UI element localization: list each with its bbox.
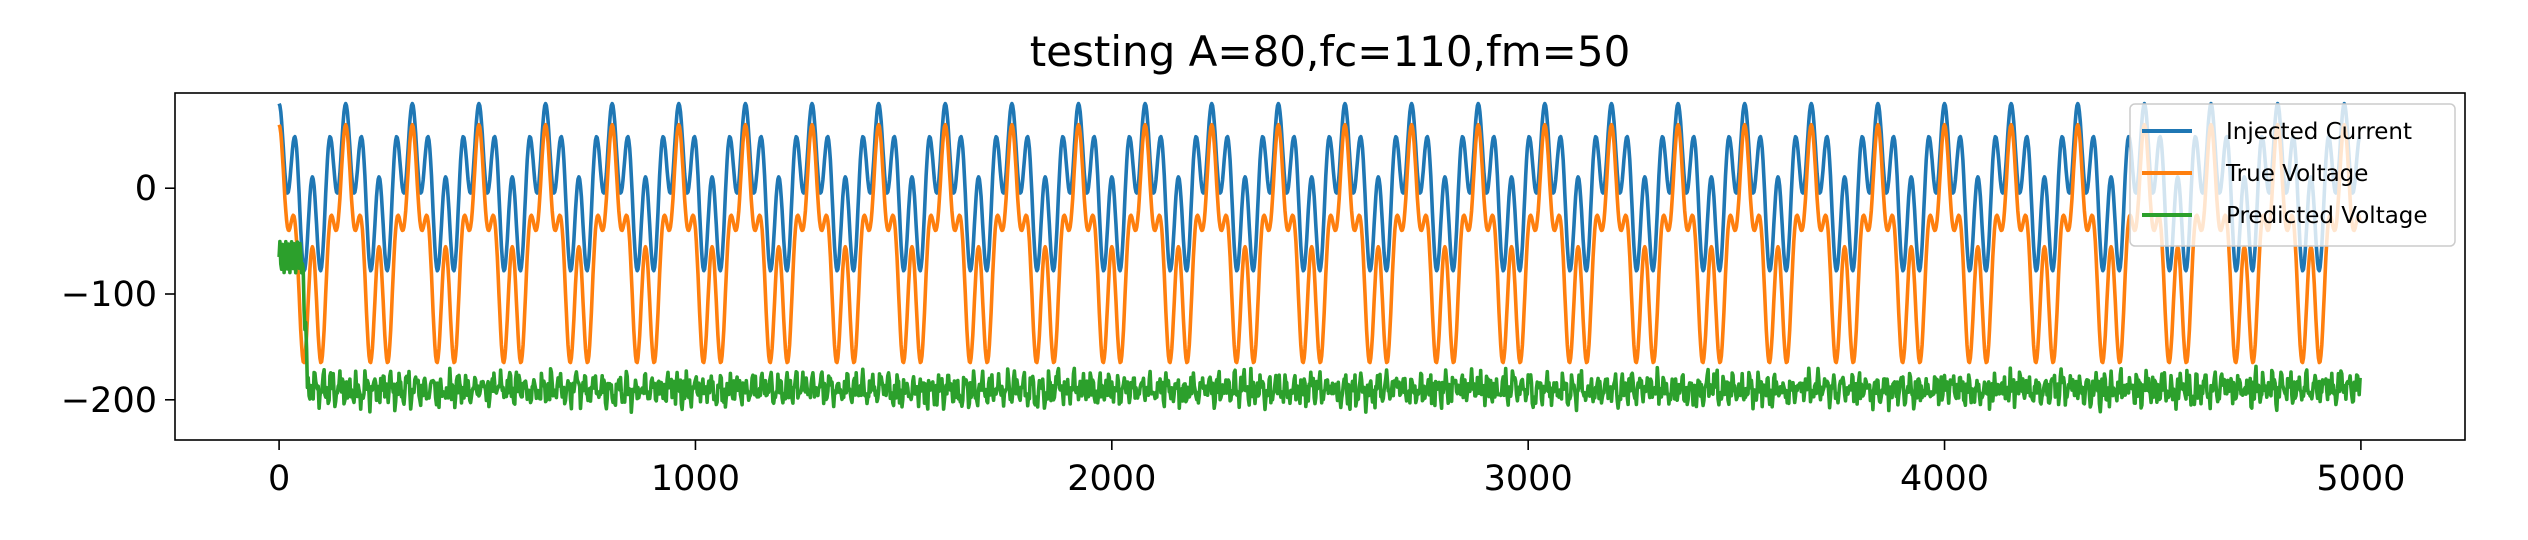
y-tick-label: −100 <box>61 275 157 315</box>
legend-frame <box>2129 103 2456 247</box>
series-line-injected-current <box>277 101 2362 273</box>
x-tick-label: 3000 <box>1484 459 1573 499</box>
x-tick-label: 2000 <box>1067 459 1156 499</box>
series-line-predicted-voltage <box>277 239 2362 414</box>
y-axis: 0 −100 −200 <box>61 169 175 421</box>
plot-area-frame <box>174 92 2466 441</box>
y-tick-label: −200 <box>61 381 157 421</box>
x-tick-label: 1000 <box>651 459 740 499</box>
legend-label-true-voltage: True Voltage <box>2225 161 2368 187</box>
x-tick-label: 5000 <box>2316 459 2405 499</box>
x-tick-label: 4000 <box>1900 459 1989 499</box>
x-tick-label: 0 <box>268 459 290 499</box>
legend: Injected Current True Voltage Predicted … <box>2129 103 2456 247</box>
y-tick-label: 0 <box>135 169 157 209</box>
chart-title: testing A=80,fc=110,fm=50 <box>1030 27 1631 76</box>
x-axis: 0 1000 2000 3000 4000 5000 <box>268 440 2405 499</box>
series-line-true-voltage <box>277 122 2362 365</box>
legend-label-injected-current: Injected Current <box>2226 119 2412 145</box>
series-layer <box>277 101 2362 414</box>
legend-label-predicted-voltage: Predicted Voltage <box>2226 203 2428 229</box>
